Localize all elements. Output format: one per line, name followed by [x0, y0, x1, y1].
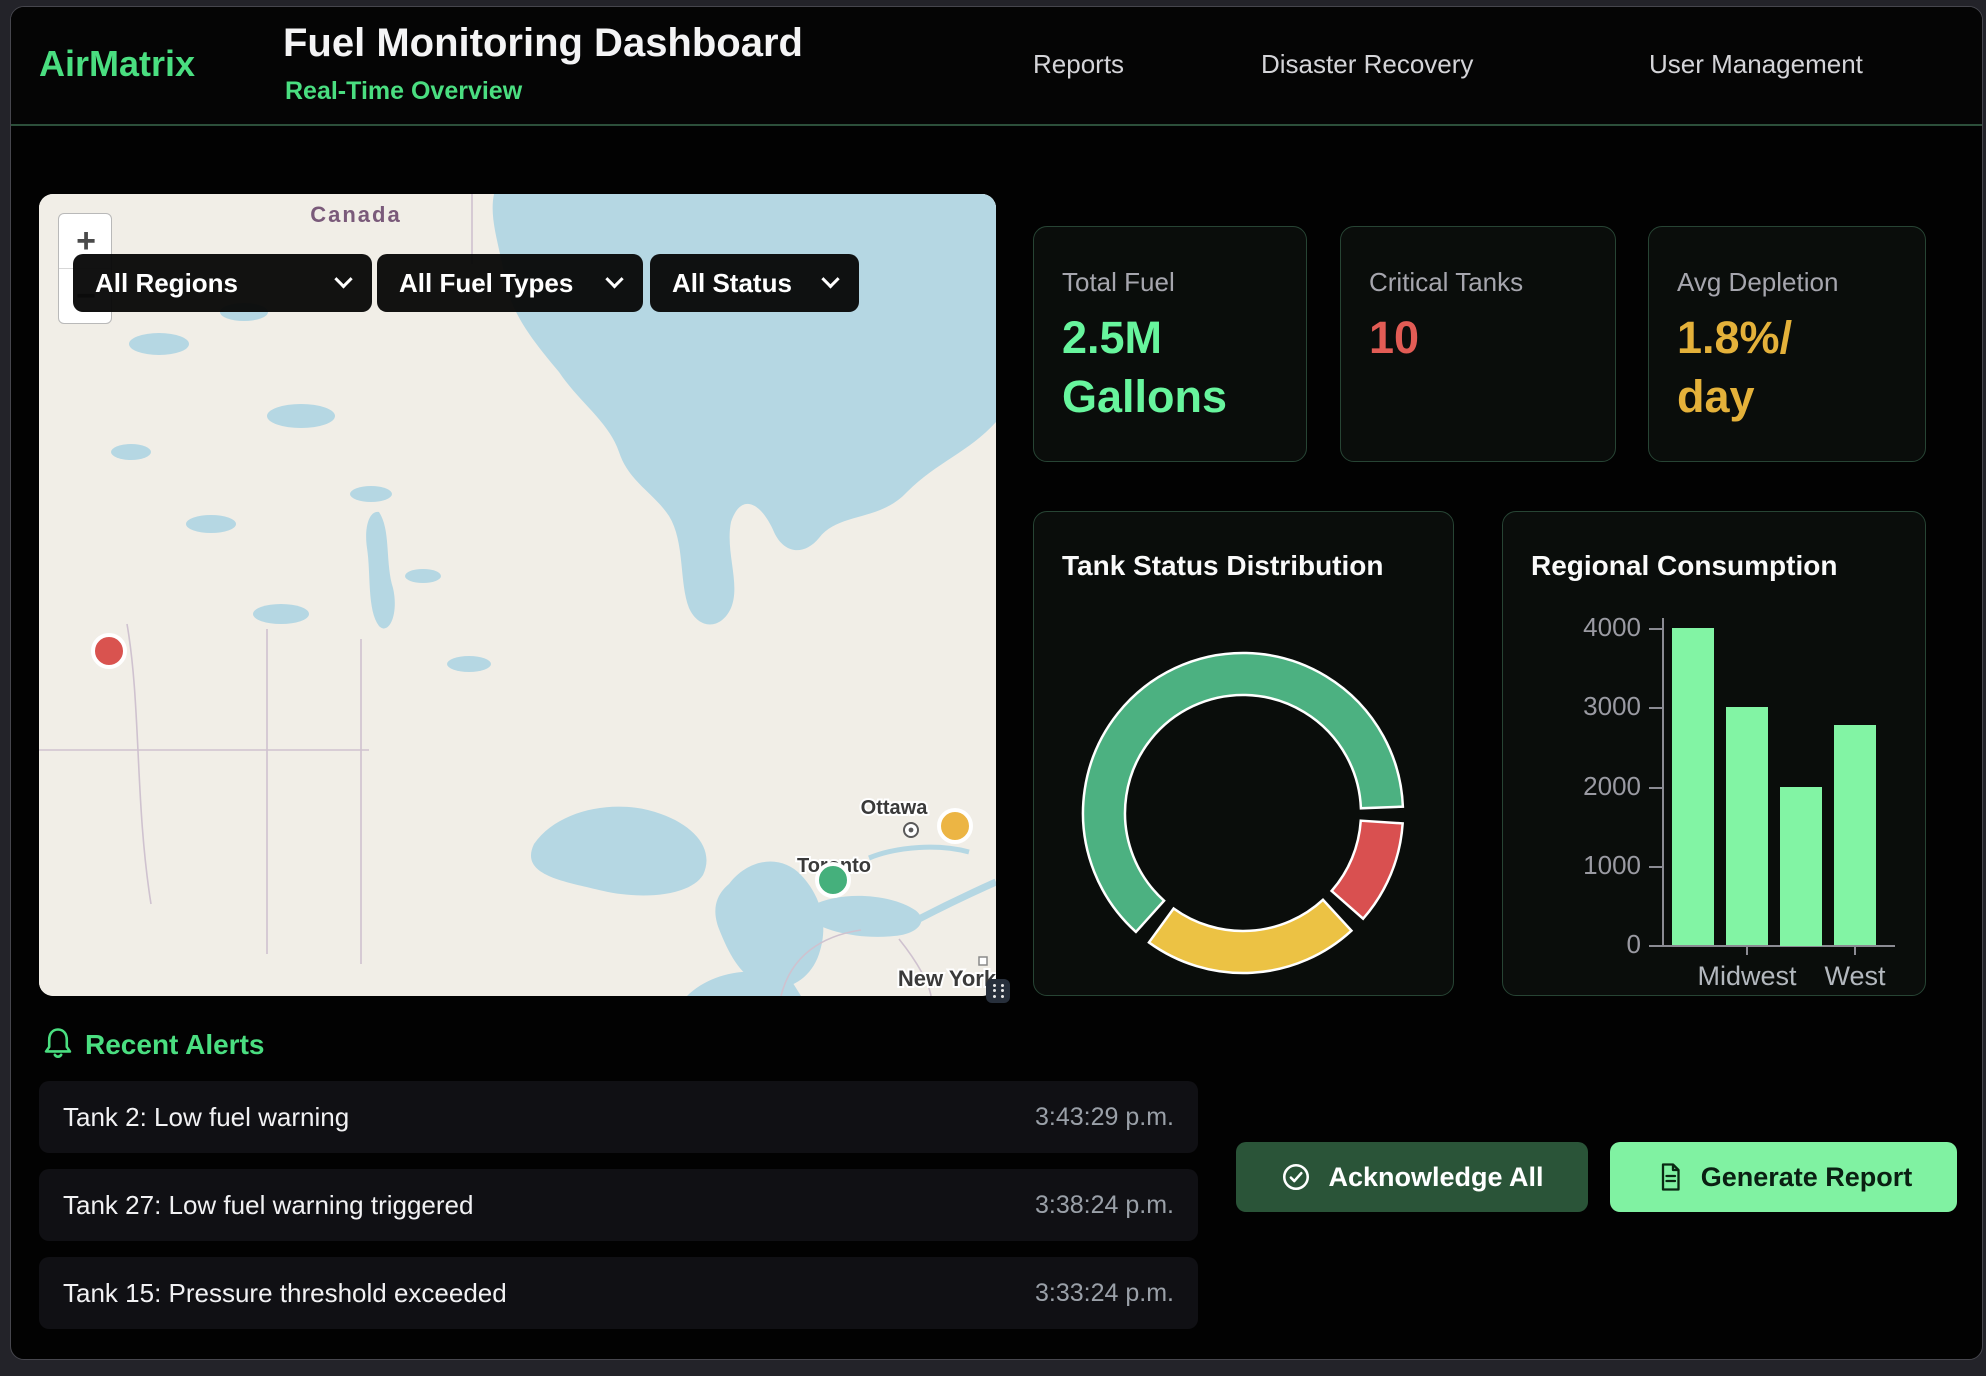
donut-segment-green-normal	[1081, 651, 1405, 934]
y-tick-label: 1000	[1583, 850, 1641, 880]
y-tick-mark	[1649, 866, 1662, 868]
acknowledge-all-button[interactable]: Acknowledge All	[1236, 1142, 1588, 1212]
bar-0	[1672, 628, 1714, 945]
regional-consumption-card: 0 1000 2000 3000 4000 Midwest West Regional Co…	[1502, 511, 1926, 996]
resize-drag-handle[interactable]	[986, 979, 1010, 1003]
x-tick-mark	[1746, 945, 1748, 955]
map-lake-winnipeg	[366, 511, 395, 629]
bar-2	[1780, 787, 1822, 946]
tank-marker-critical[interactable]	[91, 633, 127, 669]
region-filter-value: All Regions	[95, 267, 239, 298]
y-tick-label: 4000	[1583, 612, 1641, 642]
alert-timestamp: 3:38:24 p.m.	[1035, 1190, 1174, 1219]
map-small-lakes	[111, 303, 491, 672]
map-lake-superior	[530, 806, 707, 896]
map-label-new-york: New York	[898, 966, 996, 991]
x-tick-mark	[1854, 945, 1856, 955]
fuel-map[interactable]: Canada Ottawa Toronto New York + − All R…	[39, 194, 996, 996]
header: AirMatrix Fuel Monitoring Dashboard Real…	[11, 7, 1982, 126]
generate-report-button[interactable]: Generate Report	[1610, 1142, 1957, 1212]
status-filter-value: All Status	[672, 267, 792, 298]
tank-marker-normal[interactable]	[815, 862, 851, 898]
alert-timestamp: 3:33:24 p.m.	[1035, 1278, 1174, 1307]
document-icon	[1661, 1163, 1680, 1191]
tank-status-donut-svg	[1081, 651, 1405, 975]
new-york-town-icon	[978, 956, 988, 966]
chart-title: Regional Consumption	[1531, 550, 1838, 581]
alert-row: Tank 2: Low fuel warning 3:43:29 p.m.	[39, 1081, 1198, 1153]
nav-disaster-recovery[interactable]: Disaster Recovery	[1261, 49, 1474, 79]
acknowledge-all-label: Acknowledge All	[1328, 1161, 1544, 1192]
x-tick-label: West	[1824, 961, 1886, 991]
alert-row: Tank 15: Pressure threshold exceeded 3:3…	[39, 1257, 1198, 1329]
kpi-label: Critical Tanks	[1369, 267, 1524, 297]
y-tick-label: 2000	[1583, 771, 1641, 801]
y-tick-mark	[1649, 945, 1662, 947]
map-lake-ontario	[811, 895, 922, 937]
kpi-card-avg-depletion: Avg Depletion 1.8%/ day	[1648, 226, 1926, 462]
chevron-down-icon	[821, 269, 840, 288]
alert-timestamp: 3:43:29 p.m.	[1035, 1102, 1174, 1131]
bar-1	[1726, 707, 1768, 945]
map-canvas: Canada Ottawa Toronto New York	[39, 194, 996, 996]
kpi-value: 2.5M Gallons	[1062, 312, 1228, 422]
chevron-down-icon	[605, 269, 624, 288]
brand-logo: AirMatrix	[39, 43, 196, 84]
map-label-canada: Canada	[310, 202, 401, 227]
map-label-ottawa: Ottawa	[861, 797, 929, 819]
page-title: Fuel Monitoring Dashboard	[283, 21, 803, 65]
chart-title: Tank Status Distribution	[1062, 550, 1384, 581]
donut-segments	[1081, 651, 1405, 975]
kpi-value: 1.8%/ day	[1677, 312, 1793, 422]
fuel-type-filter-select[interactable]: All Fuel Types	[377, 254, 643, 312]
alert-message: Tank 15: Pressure threshold exceeded	[63, 1277, 507, 1308]
alert-message: Tank 27: Low fuel warning triggered	[63, 1189, 474, 1220]
kpi-card-total-fuel: Total Fuel 2.5M Gallons	[1033, 226, 1307, 462]
map-zoom-in-button[interactable]: +	[76, 221, 96, 260]
chevron-down-icon	[334, 269, 353, 288]
map-river-ottawa	[868, 844, 970, 861]
fuel-type-filter-value: All Fuel Types	[399, 267, 574, 298]
kpi-label: Avg Depletion	[1677, 267, 1839, 297]
tank-marker-warning[interactable]	[937, 808, 973, 844]
bell-icon	[44, 1028, 72, 1058]
region-filter-select[interactable]: All Regions	[73, 254, 372, 312]
generate-report-label: Generate Report	[1700, 1161, 1913, 1192]
status-filter-select[interactable]: All Status	[650, 254, 859, 312]
ottawa-town-icon	[903, 822, 919, 838]
map-borders	[39, 194, 932, 996]
page-subtitle: Real-Time Overview	[285, 77, 523, 105]
regional-consumption-plot: 0 1000 2000 3000 4000 Midwest West	[1503, 512, 1927, 997]
donut-segment-red-critical	[1329, 819, 1404, 921]
alerts-section-title: Recent Alerts	[85, 1029, 265, 1060]
map-lake-erie	[687, 971, 801, 996]
y-tick-mark	[1649, 628, 1662, 630]
y-tick-mark	[1649, 787, 1662, 789]
map-lake-huron	[715, 861, 824, 989]
kpi-value: 10	[1369, 312, 1420, 363]
alert-message: Tank 2: Low fuel warning	[63, 1101, 350, 1132]
bar-3	[1834, 725, 1876, 945]
y-tick-label: 0	[1626, 929, 1641, 959]
y-tick-mark	[1649, 707, 1662, 709]
x-tick-label: Midwest	[1697, 961, 1797, 991]
nav-user-management[interactable]: User Management	[1649, 49, 1863, 79]
y-tick-label: 3000	[1583, 691, 1641, 721]
map-river-st-lawrence	[915, 878, 996, 924]
nav-reports[interactable]: Reports	[1033, 49, 1125, 79]
tank-status-distribution-card: Tank Status Distribution	[1033, 511, 1454, 996]
alert-row: Tank 27: Low fuel warning triggered 3:38…	[39, 1169, 1198, 1241]
kpi-card-critical-tanks: Critical Tanks 10	[1340, 226, 1616, 462]
kpi-label: Total Fuel	[1062, 267, 1175, 297]
check-circle-icon	[1283, 1163, 1310, 1191]
x-axis	[1662, 945, 1895, 947]
y-axis	[1662, 618, 1664, 947]
dashboard-window: AirMatrix Fuel Monitoring Dashboard Real…	[10, 6, 1983, 1360]
donut-segment-yellow-warning	[1147, 898, 1354, 975]
